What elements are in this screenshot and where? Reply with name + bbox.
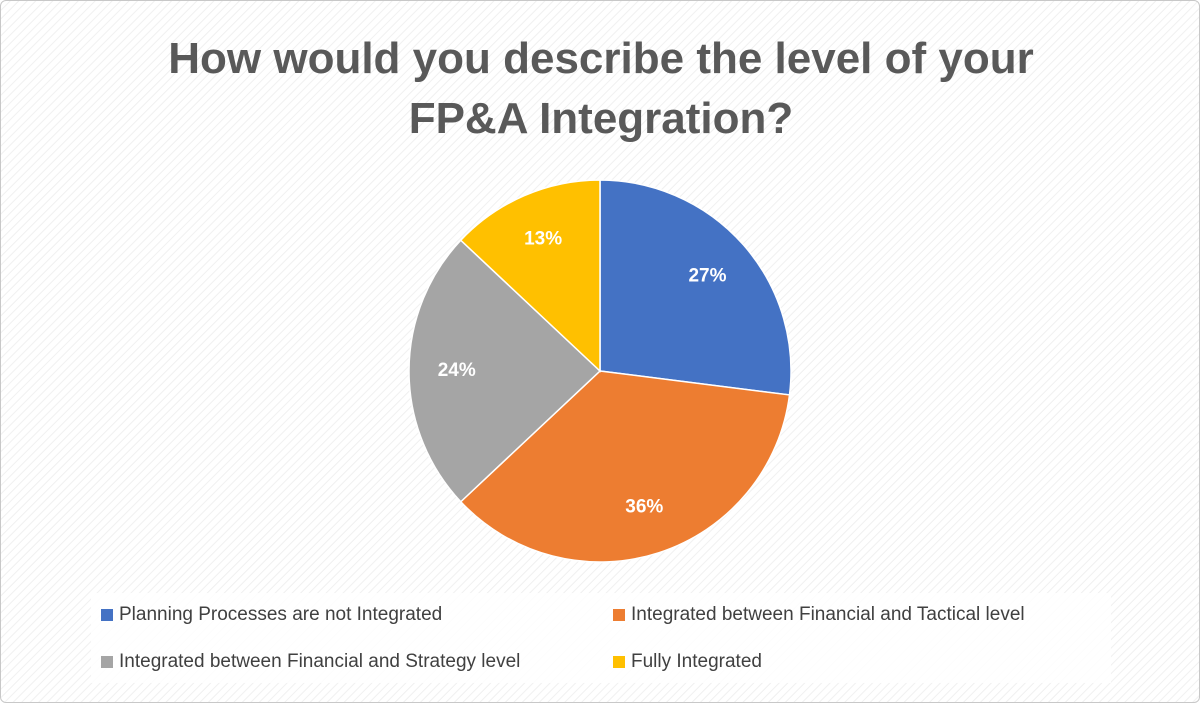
pie-slice xyxy=(599,179,792,396)
legend-label: Planning Processes are not Integrated xyxy=(119,604,442,625)
legend-swatch xyxy=(613,609,625,621)
legend-label: Integrated between Financial and Tactica… xyxy=(631,604,1025,625)
legend-label: Fully Integrated xyxy=(631,651,762,672)
chart-title: How would you describe the level of your… xyxy=(168,34,1034,143)
legend-swatch xyxy=(101,656,113,668)
legend-box xyxy=(91,593,1111,683)
legend-swatch xyxy=(613,656,625,668)
pie-slice xyxy=(408,239,602,503)
legend-swatch xyxy=(101,609,113,621)
data-label: 13% xyxy=(524,229,562,250)
data-label: 27% xyxy=(688,265,726,286)
pie-slice xyxy=(459,179,601,373)
pie-slice xyxy=(459,370,791,563)
legend-label: Integrated between Financial and Strateg… xyxy=(119,651,520,672)
data-label: 24% xyxy=(438,360,476,381)
data-label: 36% xyxy=(625,496,663,517)
